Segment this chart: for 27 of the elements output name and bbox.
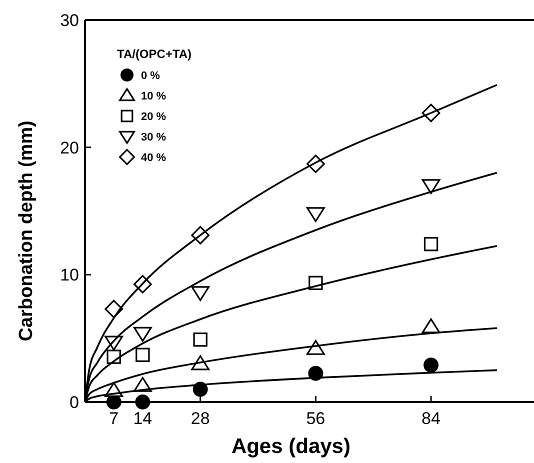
point: [135, 394, 150, 410]
x-tick-label: 56: [306, 409, 326, 428]
legend-label: 20 %: [141, 111, 166, 123]
legend-label: 10 %: [141, 90, 166, 102]
x-tick-label: 84: [422, 409, 440, 428]
legend-label: 0 %: [141, 70, 160, 82]
x-tick-label: 7: [109, 409, 119, 428]
point: [136, 348, 150, 362]
point: [306, 207, 325, 222]
y-axis-title: Carbonation depth (mm): [16, 120, 37, 342]
point: [422, 318, 440, 334]
x-axis-title: Ages (days): [231, 435, 350, 458]
y-tick-label: 10: [60, 266, 79, 285]
point: [191, 286, 210, 301]
x-tick-label: 14: [133, 409, 152, 428]
point: [424, 237, 438, 252]
legend-label: 40 %: [141, 152, 166, 164]
y-tick-label: 20: [60, 138, 79, 158]
y-tick-label: 30: [60, 11, 79, 30]
point: [422, 179, 440, 194]
legend-label: 30 %: [141, 132, 166, 144]
legend-title: TA/(OPC+TA): [117, 47, 192, 61]
point: [193, 332, 208, 347]
x-tick-label: 28: [190, 409, 210, 428]
y-tick-label: 0: [70, 393, 79, 412]
point: [424, 358, 439, 373]
point: [133, 326, 152, 342]
